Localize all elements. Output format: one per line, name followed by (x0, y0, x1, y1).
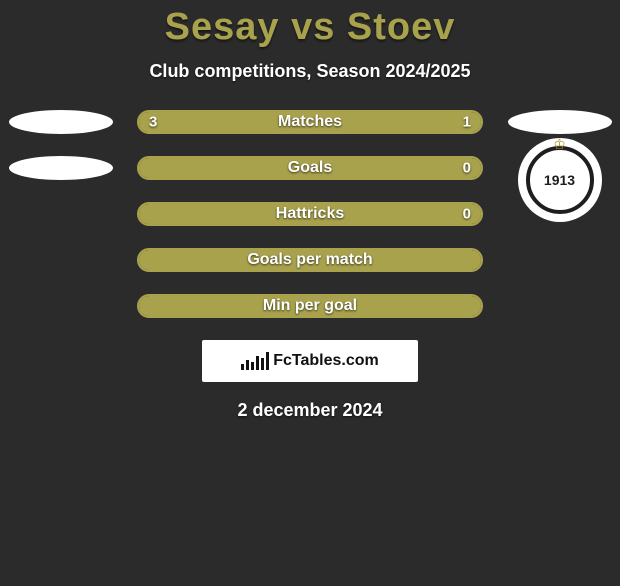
bar-right-value: 1 (463, 114, 471, 131)
footer-brand-text: FcTables.com (273, 352, 379, 370)
footer-logo: FcTables.com (241, 352, 379, 370)
stat-row: Min per goal (0, 294, 620, 318)
right-badge (507, 110, 612, 134)
stat-bar: Min per goal (137, 294, 483, 318)
bar-label: Hattricks (276, 205, 344, 223)
bar-left-fill (139, 112, 396, 132)
crown-icon: ♔ (553, 136, 566, 153)
bar-label: Min per goal (263, 297, 357, 315)
stat-row: Goals per match (0, 248, 620, 272)
player-ellipse-icon (508, 110, 612, 134)
bar-label: Matches (278, 113, 342, 131)
date-text: 2 december 2024 (0, 400, 620, 421)
page-title: Sesay vs Stoev (0, 6, 620, 49)
footer-brand-box: FcTables.com (202, 340, 418, 382)
stat-bar: Goals per match (137, 248, 483, 272)
bar-left-value: 3 (149, 114, 157, 131)
bar-label: Goals per match (247, 251, 372, 269)
stat-row: Hattricks 0 (0, 202, 620, 226)
left-badge (8, 110, 113, 134)
player-ellipse-icon (9, 156, 113, 180)
subtitle: Club competitions, Season 2024/2025 (0, 61, 620, 82)
stat-row: Matches 3 1 (0, 110, 620, 134)
stat-row: Goals0♔1913 (0, 156, 620, 180)
bar-right-value: 0 (463, 206, 471, 223)
player-ellipse-icon (9, 110, 113, 134)
stat-bar: Matches 3 1 (137, 110, 483, 134)
stat-bar: Hattricks 0 (137, 202, 483, 226)
club-year: 1913 (544, 172, 575, 188)
bar-label: Goals (288, 159, 332, 177)
bar-right-value: 0 (463, 160, 471, 177)
stat-bar: Goals 0 (137, 156, 483, 180)
left-badge (8, 156, 113, 180)
stat-rows: Matches 3 1 Goals 0 ♔ 1913 Hattricks 0 Goals per … (0, 110, 620, 318)
chart-icon (241, 352, 269, 370)
